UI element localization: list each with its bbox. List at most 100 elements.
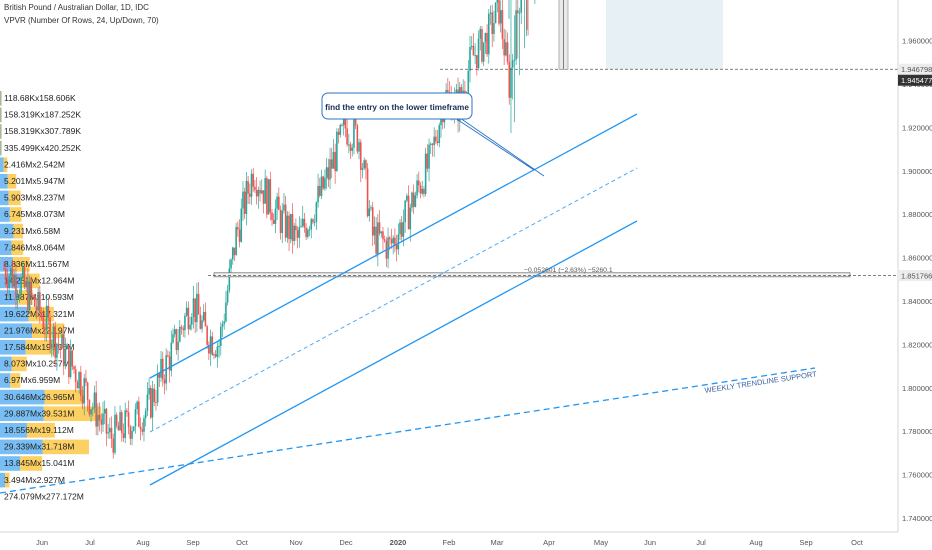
candle-body xyxy=(419,185,422,194)
candle-body xyxy=(310,219,313,230)
stop-zone xyxy=(606,0,723,70)
vp-up-bar xyxy=(0,456,21,471)
candle-body xyxy=(283,204,285,211)
candle-body xyxy=(300,226,302,228)
candle-body xyxy=(400,222,403,237)
candle-body xyxy=(380,231,383,234)
candle-body xyxy=(134,409,137,427)
candle-body xyxy=(429,143,432,145)
candle-body xyxy=(394,237,396,246)
candle-body xyxy=(267,179,270,215)
candle-body xyxy=(266,178,268,215)
weekly-trendline xyxy=(0,367,816,494)
candle-body xyxy=(230,259,232,269)
candle-body xyxy=(208,344,210,354)
time-axis[interactable]: Jun Jul Aug Sep Oct Nov Dec 2020 Feb Mar Apr May Jun… xyxy=(0,531,898,547)
candle-body xyxy=(151,388,154,418)
vp-down-bar xyxy=(9,207,22,222)
vp-row-label: 14.251Mx12.964M xyxy=(4,276,74,286)
candle-body xyxy=(93,392,96,408)
candle-body xyxy=(279,209,282,233)
vp-row-label: 8.836Mx11.567M xyxy=(4,259,69,269)
candle-body xyxy=(10,268,12,277)
vp-down-bar xyxy=(5,472,10,488)
callout-annotation: find the entry on the lower timeframe xyxy=(321,92,545,177)
vp-down-bar xyxy=(1,124,2,139)
candle-body xyxy=(175,329,178,351)
price-label-bg xyxy=(898,74,932,86)
candle-body xyxy=(515,10,517,60)
vp-row-label: 3.494Mx2.927M xyxy=(4,475,65,485)
candle-body xyxy=(68,345,70,378)
candle-body xyxy=(27,280,29,311)
time-tick-label: Feb xyxy=(443,538,456,547)
candle-body xyxy=(119,412,121,431)
candle-body xyxy=(61,334,63,349)
candle-body xyxy=(494,2,497,24)
candle-body xyxy=(237,227,239,230)
candle-body xyxy=(245,180,248,214)
candle-body xyxy=(197,293,200,315)
candle-body xyxy=(470,45,473,47)
candle-body xyxy=(255,189,258,197)
candle-body xyxy=(486,32,488,55)
candle-body xyxy=(496,0,499,3)
time-tick-label: Oct xyxy=(236,538,249,547)
measure-label: −0.052601 (−2.63%) −5260.1 xyxy=(524,267,613,274)
candle-body xyxy=(499,10,502,24)
vp-down-bar xyxy=(1,91,2,106)
candle-body xyxy=(402,221,405,237)
candle-body xyxy=(252,173,255,187)
candle-body xyxy=(409,207,412,230)
candle-body xyxy=(476,55,478,69)
candle-body xyxy=(371,207,374,236)
candle-body xyxy=(114,414,116,453)
candle-body xyxy=(107,432,109,434)
candle-body xyxy=(382,231,384,240)
candle-body xyxy=(356,125,359,152)
candle-body xyxy=(192,298,195,318)
candle-body xyxy=(424,153,427,194)
candle-body xyxy=(211,336,214,356)
vp-up-bar xyxy=(0,373,11,388)
candle-body xyxy=(416,180,418,196)
candle-body xyxy=(138,401,140,427)
vp-down-bar xyxy=(11,240,24,255)
candle-body xyxy=(428,144,430,169)
candle-body xyxy=(11,268,14,287)
candle-body xyxy=(88,400,91,415)
candle-body xyxy=(202,311,205,321)
candle-body xyxy=(513,59,516,61)
candle-body xyxy=(438,125,441,143)
candle-body xyxy=(325,167,328,178)
vp-row-label: 21.976Mx22.197M xyxy=(4,325,74,335)
candle-body xyxy=(346,128,348,145)
candle-body xyxy=(293,225,295,241)
vp-row-label: 29.339Mx31.718M xyxy=(4,442,74,452)
time-tick-label: Jul xyxy=(696,538,706,547)
candle-body xyxy=(254,186,256,190)
time-tick-label: May xyxy=(594,538,608,547)
vp-up-bar xyxy=(0,257,13,272)
candle-body xyxy=(318,186,321,196)
candle-body xyxy=(187,307,190,330)
candle-body xyxy=(324,177,326,189)
price-tick-label: 1.780000 xyxy=(902,427,932,436)
candle-body xyxy=(276,196,278,209)
time-tick-label: Oct xyxy=(851,538,864,547)
candle-body xyxy=(69,350,72,378)
price-axis[interactable]: 1.740000 1.760000 1.780000 1.800000 1.820000… xyxy=(897,0,932,532)
vp-down-bar xyxy=(13,223,24,239)
candle-body xyxy=(105,408,108,434)
candle-body xyxy=(484,32,487,43)
candle-body xyxy=(359,142,362,170)
candle-body xyxy=(37,291,39,311)
candle-body xyxy=(214,354,217,357)
candle-body xyxy=(194,298,196,323)
candle-body xyxy=(4,268,7,280)
time-tick-label: Jun xyxy=(36,538,48,547)
candle-body xyxy=(482,42,485,62)
candle-body xyxy=(397,234,400,250)
candle-body xyxy=(259,189,261,194)
